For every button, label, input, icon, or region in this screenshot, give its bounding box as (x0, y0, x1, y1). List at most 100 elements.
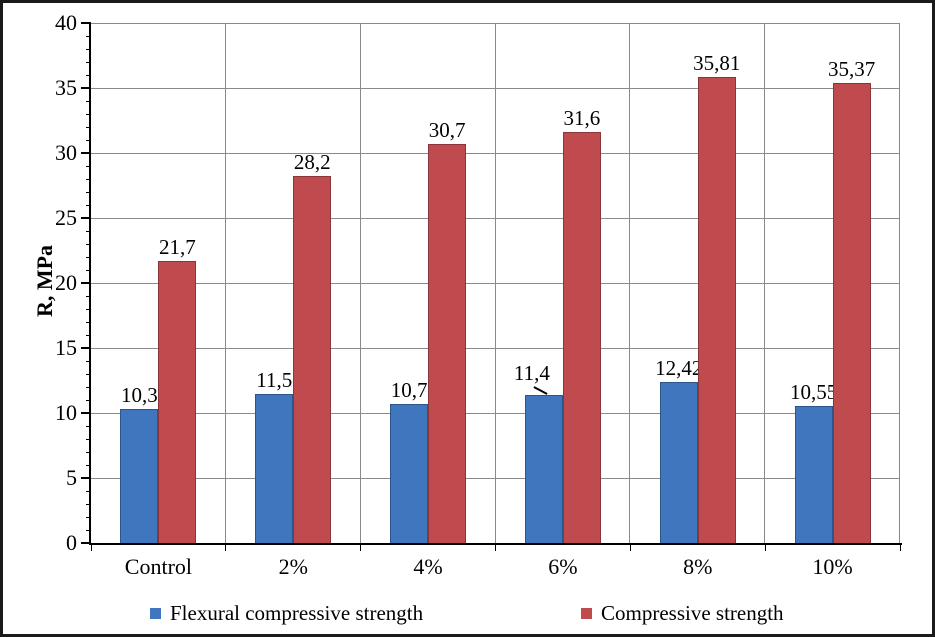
bar-compressive-2pct (293, 176, 332, 543)
bar-flexural-8pct (659, 381, 698, 543)
bar-value-compressive-6pct: 31,6 (563, 106, 601, 131)
category-label-10pct: 10% (812, 554, 853, 579)
gridline-v (224, 23, 226, 543)
y-tick-minor (86, 270, 91, 271)
legend-item-compressive: Compressive strength (581, 600, 784, 626)
y-tick-minor (86, 166, 91, 167)
category-label-4pct: 4% (413, 554, 443, 579)
y-tick-minor (86, 361, 91, 362)
legend-label-compressive: Compressive strength (601, 601, 784, 625)
bar-value-flexural-8pct: 12,42 (655, 355, 703, 380)
bar-value-compressive-10pct: 35,37 (827, 57, 876, 82)
gridline-v (629, 23, 631, 543)
x-tick (629, 545, 631, 551)
x-tick (764, 545, 766, 551)
y-tick-minor (86, 231, 91, 232)
legend-swatch-compressive-icon (581, 607, 592, 619)
bar-flexural-6pct (524, 394, 563, 543)
plot-area: 10,3 21,7 11,5 28,2 10,7 30,7 11,4 31,6 12,42 35,… (91, 23, 900, 543)
y-tick-minor (86, 36, 91, 37)
y-tick-label: 15 (55, 335, 77, 360)
y-tick-minor (86, 530, 91, 531)
gridline-v (494, 23, 496, 543)
bar-value-flexural-6pct: 11,4 (513, 360, 550, 385)
y-tick-label: 10 (55, 400, 77, 425)
bar-compressive-8pct (697, 77, 736, 543)
bar-value-flexural-10pct: 10,55 (789, 379, 838, 404)
y-tick-label: 35 (55, 75, 77, 100)
y-tick-minor (86, 101, 91, 102)
bar-flexural-2pct (255, 393, 294, 543)
y-tick-minor (86, 517, 91, 518)
y-tick-minor (86, 205, 91, 206)
y-tick-major (81, 542, 91, 544)
category-label-2pct: 2% (278, 554, 308, 579)
gridline-h (91, 88, 900, 89)
y-tick-label: 20 (55, 270, 77, 295)
y-tick-major (81, 477, 91, 479)
y-tick-minor (86, 322, 91, 323)
category-label-8pct: 8% (683, 554, 713, 579)
x-tick (225, 545, 227, 551)
y-axis (89, 23, 91, 545)
bar-compressive-control (158, 260, 197, 543)
y-tick-minor (86, 504, 91, 505)
x-tick (90, 545, 92, 551)
y-tick-label: 40 (55, 10, 77, 35)
x-tick (495, 545, 496, 551)
bar-value-compressive-2pct: 28,2 (293, 150, 331, 175)
y-tick-label: 5 (66, 465, 77, 490)
bar-value-compressive-4pct: 30,7 (428, 117, 466, 142)
y-tick-label: 25 (55, 205, 77, 230)
category-label-6pct: 6% (548, 554, 578, 579)
y-tick-major (81, 282, 91, 284)
y-tick-minor (86, 426, 91, 427)
bar-flexural-4pct (390, 403, 429, 543)
y-tick-major (81, 412, 91, 414)
y-tick-minor (86, 400, 91, 401)
y-tick-minor (86, 439, 91, 440)
y-tick-label: 30 (55, 140, 77, 165)
gridline-h (91, 218, 900, 219)
bar-value-flexural-4pct: 10,7 (390, 377, 428, 402)
bar-value-compressive-8pct: 35,81 (693, 51, 741, 76)
y-tick-minor (86, 257, 91, 258)
y-tick-minor (86, 179, 91, 180)
label-leader-line (533, 385, 548, 395)
legend-label-flexural: Flexural compressive strength (170, 601, 424, 625)
y-tick-minor (86, 75, 91, 76)
gridline-h (91, 478, 900, 479)
gridline-v (899, 23, 900, 543)
gridline-h (91, 23, 900, 24)
y-tick-minor (86, 335, 91, 336)
x-tick (899, 545, 901, 551)
x-tick (360, 545, 362, 551)
y-tick-major (81, 217, 91, 219)
y-tick-minor (86, 296, 91, 297)
y-tick-minor (86, 387, 91, 388)
y-tick-minor (86, 127, 91, 128)
legend-swatch-flexural-icon (150, 607, 161, 619)
bar-compressive-10pct (832, 83, 871, 543)
y-tick-minor (86, 452, 91, 453)
bar-compressive-4pct (428, 143, 467, 543)
gridline-v (764, 23, 766, 543)
gridline-h (91, 283, 900, 284)
bar-compressive-6pct (562, 132, 601, 543)
x-axis (89, 543, 902, 545)
bar-flexural-control (120, 409, 159, 543)
y-tick-minor (86, 140, 91, 141)
y-tick-minor (86, 49, 91, 50)
y-tick-major (81, 347, 91, 349)
gridline-v (359, 23, 361, 543)
y-tick-major (81, 87, 91, 89)
bar-value-flexural-control: 10,3 (121, 383, 158, 408)
y-tick-major (81, 22, 91, 24)
y-tick-label: 0 (66, 530, 77, 555)
y-tick-minor (86, 309, 91, 310)
bar-value-flexural-2pct: 11,5 (256, 367, 293, 392)
gridline-h (91, 413, 900, 414)
legend-item-flexural: Flexural compressive strength (150, 600, 423, 626)
gridline-h (91, 153, 900, 154)
